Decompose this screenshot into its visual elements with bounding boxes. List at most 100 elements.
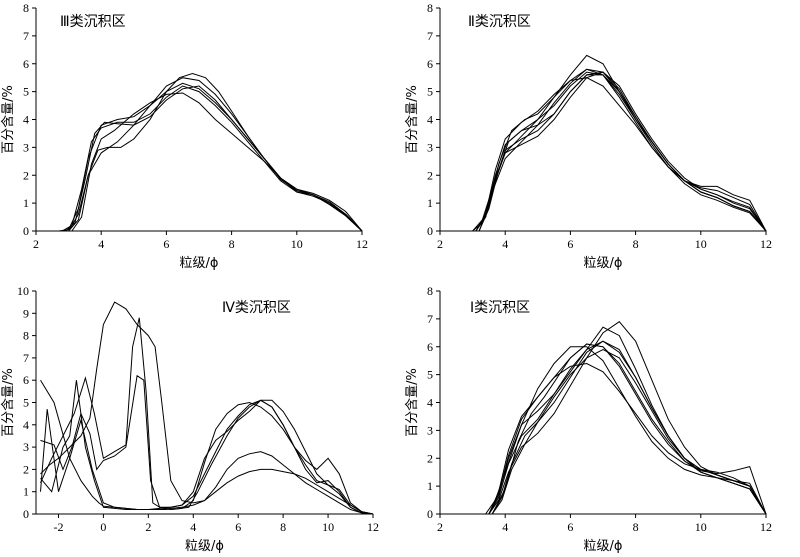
series-line-s1: [472, 54, 767, 232]
y-tick-label: 8: [427, 284, 433, 298]
series-line-s5: [475, 71, 767, 232]
x-tick-label: -2: [53, 520, 63, 534]
x-tick-label: 12: [760, 237, 772, 251]
y-tick-label: 10: [17, 284, 29, 298]
y-tick-label: 4: [427, 113, 433, 127]
y-tick-label: 2: [427, 168, 433, 182]
series-line-s6: [71, 92, 363, 232]
y-tick-label: 4: [23, 418, 29, 432]
x-axis-title: 粒级/ϕ: [180, 256, 219, 271]
y-axis-title: 百分含量/%: [404, 368, 420, 437]
x-tick-label: 6: [235, 520, 241, 534]
x-axis-title: 粒级/ϕ: [584, 539, 623, 554]
x-tick-label: 6: [567, 237, 573, 251]
series-line-s3: [475, 71, 767, 232]
series-line-s1: [485, 346, 767, 515]
y-tick-label: 7: [23, 29, 29, 43]
x-tick-label: 10: [322, 520, 334, 534]
series-line-s4: [40, 374, 374, 515]
series-line-s4: [488, 321, 767, 515]
y-tick-label: 8: [427, 1, 433, 15]
x-tick-label: 2: [145, 520, 151, 534]
series-line-s4: [475, 71, 767, 232]
series-line-s2: [488, 340, 767, 515]
y-tick-label: 2: [23, 168, 29, 182]
series-line-s3: [488, 326, 767, 515]
series-line-s6: [488, 362, 767, 515]
series-line-s6: [40, 380, 374, 515]
x-tick-label: 0: [100, 520, 106, 534]
series-line-s5: [488, 343, 767, 515]
x-tick-label: 12: [760, 520, 772, 534]
y-tick-label: 2: [23, 462, 29, 476]
series-line-s8: [478, 68, 767, 232]
y-tick-label: 7: [23, 351, 29, 365]
series-line-s7: [491, 340, 767, 515]
x-tick-label: 4: [502, 237, 508, 251]
y-tick-label: 6: [427, 57, 433, 71]
x-tick-label: 8: [633, 237, 639, 251]
y-tick-label: 8: [23, 1, 29, 15]
y-tick-label: 0: [427, 224, 433, 238]
panel-title: Ⅳ类沉积区: [222, 300, 291, 316]
panel-title: Ⅲ类沉积区: [60, 14, 126, 30]
y-tick-label: 5: [427, 85, 433, 99]
y-tick-label: 3: [427, 423, 433, 437]
y-tick-label: 3: [23, 140, 29, 154]
y-tick-label: 3: [23, 440, 29, 454]
y-axis-title: 百分含量/%: [0, 85, 16, 154]
x-tick-label: 12: [367, 520, 379, 534]
y-tick-label: 0: [427, 507, 433, 521]
x-tick-label: 2: [437, 520, 443, 534]
y-tick-label: 5: [23, 85, 29, 99]
x-tick-label: 2: [33, 237, 39, 251]
y-tick-label: 5: [23, 396, 29, 410]
y-axis-title: 百分含量/%: [404, 85, 420, 154]
x-tick-label: 12: [356, 237, 368, 251]
y-tick-label: 5: [427, 368, 433, 382]
x-tick-label: 10: [695, 520, 707, 534]
y-tick-label: 7: [427, 312, 433, 326]
x-tick-label: 6: [567, 520, 573, 534]
y-tick-label: 9: [23, 306, 29, 320]
series-line-s8: [491, 348, 767, 515]
y-tick-label: 3: [427, 140, 433, 154]
x-tick-label: 10: [695, 237, 707, 251]
y-tick-label: 1: [23, 196, 29, 210]
y-tick-label: 0: [23, 507, 29, 521]
x-axis-title: 粒级/ϕ: [584, 256, 623, 271]
x-tick-label: 4: [502, 520, 508, 534]
series-line-s2: [472, 68, 767, 232]
y-tick-label: 0: [23, 224, 29, 238]
y-tick-label: 2: [427, 451, 433, 465]
y-tick-label: 6: [23, 373, 29, 387]
y-tick-label: 4: [427, 396, 433, 410]
x-tick-label: 2: [437, 237, 443, 251]
x-tick-label: 10: [291, 237, 303, 251]
y-tick-label: 6: [427, 340, 433, 354]
y-tick-label: 7: [427, 29, 433, 43]
series-line-s6: [475, 77, 767, 232]
panel-title: Ⅰ类沉积区: [470, 300, 530, 316]
x-tick-label: 4: [190, 520, 196, 534]
y-tick-label: 1: [427, 479, 433, 493]
x-tick-label: 4: [98, 237, 104, 251]
x-tick-label: 8: [280, 520, 286, 534]
x-tick-label: 6: [163, 237, 169, 251]
x-tick-label: 8: [633, 520, 639, 534]
y-axis-title: 百分含量/%: [0, 368, 16, 437]
y-tick-label: 8: [23, 329, 29, 343]
series-line-s3: [64, 85, 363, 232]
x-axis-title: 粒级/ϕ: [185, 539, 224, 554]
series-line-s5: [40, 409, 374, 515]
series-line-s4: [68, 72, 363, 232]
series-line-s7: [478, 74, 767, 232]
panel-title: Ⅱ类沉积区: [468, 14, 531, 30]
series-line-s2: [61, 85, 363, 232]
y-tick-label: 1: [427, 196, 433, 210]
